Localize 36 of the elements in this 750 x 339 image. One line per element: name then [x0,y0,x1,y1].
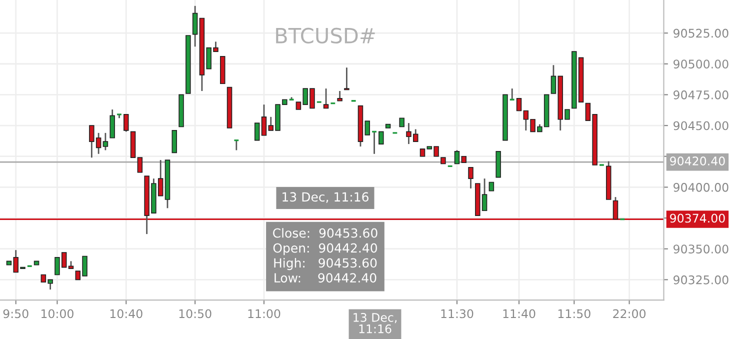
text: 13 Dec, 11:16 [354,312,397,334]
x-tick-label: 10:40 [110,309,142,318]
candlestick [137,157,143,173]
ref-line-label: 90374.00 [670,214,725,223]
annotation: 13 Dec, 11:16 [282,192,368,203]
y-tick-label: 90325.00 [674,275,728,284]
y-tick-label: 90400.00 [674,182,728,192]
candlestick [337,90,342,102]
y-tick-label: 90525.00 [674,28,728,38]
ref-line-label: 90420.40 [670,156,725,166]
candlestick [172,130,178,154]
x-tick-label: 11:50 [558,309,590,318]
candlestick [516,98,522,112]
x-tick-label: 22:00 [613,309,646,318]
y-tick-label: 90475.00 [674,90,728,100]
text: BTCUSD# [276,28,375,44]
x-tick-label: 11:40 [503,309,536,318]
y-tick-label: 90500.00 [674,60,728,69]
x-tick-label: 10:00 [41,309,74,318]
candlestick [254,122,260,141]
y-tick-label: 90450.00 [674,121,728,130]
candlestick [102,132,108,151]
candlestick [344,66,350,90]
x-tick-label: 11:00 [248,309,280,318]
candlestick [323,88,329,109]
candlestick [468,166,474,190]
candlestick [192,5,198,48]
x-tick-label: 9:50 [3,309,28,318]
y-tick-label: 90350.00 [674,244,728,254]
annotation: Close: 90453.60 Open: 90442.40 High: 90453.60 Low: 90442.40 [273,228,378,283]
x-tick-label: 11:30 [441,309,474,318]
x-tick-label: 10:50 [179,309,212,318]
candlestick [261,104,267,136]
candlestick [378,131,384,144]
candlestick [124,114,129,132]
candlestick [110,108,115,139]
